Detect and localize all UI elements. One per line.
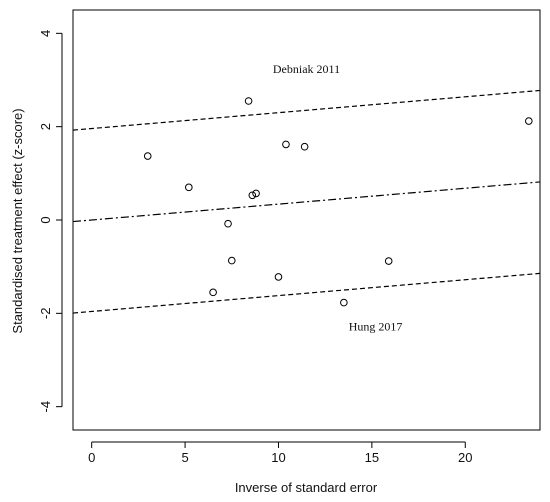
study-annotation: Hung 2017 [349, 320, 403, 334]
regression-lines [72, 89, 541, 314]
data-point [282, 140, 290, 149]
x-axis: 0 5 10 15 20 [88, 441, 473, 465]
x-tick-label: 20 [458, 450, 472, 465]
x-tick-label: 0 [88, 450, 95, 465]
data-point [244, 97, 253, 105]
y-axis: -4 -2 0 2 4 [38, 30, 63, 413]
regression-line-1 [72, 89, 541, 131]
x-tick-label: 15 [365, 450, 379, 465]
data-point [252, 189, 260, 198]
y-tick-label: 4 [38, 30, 53, 37]
y-axis-title: Standardised treatment effect (z-score) [10, 108, 25, 333]
data-point [248, 191, 257, 200]
x-axis-title: Inverse of standard error [235, 480, 378, 495]
plot-frame [72, 9, 541, 431]
data-point [340, 298, 348, 307]
y-tick-label: -2 [38, 308, 53, 320]
data-point [143, 152, 152, 160]
regression-line-2 [72, 181, 541, 223]
data-point [384, 257, 393, 265]
data-point [224, 219, 232, 228]
y-tick-label: 2 [38, 123, 53, 130]
study-annotation: Debniak 2011 [273, 62, 340, 76]
data-point [209, 288, 217, 297]
y-tick-label: 0 [38, 216, 53, 223]
x-tick-label: 10 [271, 450, 285, 465]
data-point [300, 142, 309, 151]
regression-line-3 [72, 272, 541, 314]
data-point [274, 273, 283, 281]
data-point [227, 256, 236, 265]
x-tick-label: 5 [181, 450, 188, 465]
data-points [143, 97, 533, 307]
y-tick-label: -4 [38, 401, 53, 413]
annotations: Debniak 2011 Hung 2017 [273, 62, 403, 334]
data-point [524, 117, 533, 125]
data-point [185, 183, 193, 192]
